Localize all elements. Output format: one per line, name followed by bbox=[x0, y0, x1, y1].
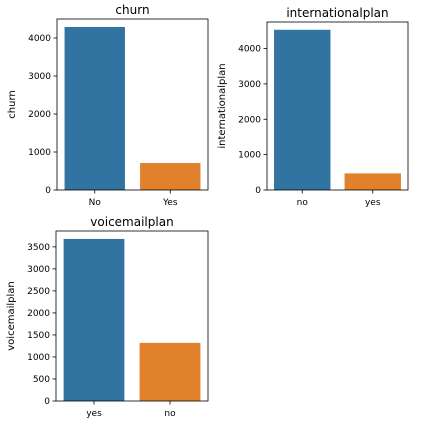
y-tick-label: 1000 bbox=[238, 151, 261, 161]
chart-panel-0: 0 1000 2000 3000 4000 No Yes churn churn bbox=[7, 3, 209, 208]
y-tick-label: 2000 bbox=[28, 110, 51, 120]
bar-yes bbox=[63, 238, 125, 401]
y-tick-label: 0 bbox=[45, 186, 51, 196]
x-tick-label: no bbox=[297, 198, 309, 208]
y-tick-label: 2500 bbox=[27, 287, 50, 297]
y-tick-label: 3000 bbox=[27, 265, 50, 275]
y-tick-label: 500 bbox=[33, 375, 50, 385]
axes-frame bbox=[56, 18, 209, 191]
chart-panel-2: 0 500 1000 1500 2000 2500 3000 3500 yes no voicema… bbox=[6, 215, 209, 419]
y-tick-label: 4000 bbox=[238, 45, 261, 55]
y-tick-label: 1000 bbox=[27, 353, 50, 363]
y-tick-label: 1500 bbox=[27, 331, 50, 341]
bar-no bbox=[274, 29, 331, 191]
y-axis-label: internationalplan bbox=[217, 63, 228, 148]
bar-No bbox=[64, 26, 125, 191]
bar-no bbox=[139, 342, 201, 401]
chart-title: internationalplan bbox=[286, 6, 388, 20]
chart-panel-1: 0 1000 2000 3000 4000 no yes internationalplan i… bbox=[217, 6, 409, 208]
x-tick-label: yes bbox=[86, 409, 102, 419]
chart-title: voicemailplan bbox=[90, 215, 173, 229]
axes-frame bbox=[266, 21, 409, 191]
bar-Yes bbox=[140, 163, 201, 190]
y-tick-label: 1000 bbox=[28, 148, 51, 158]
y-tick-label: 0 bbox=[255, 186, 261, 196]
y-axis-label: voicemailplan bbox=[6, 281, 17, 350]
y-axis-label: churn bbox=[7, 90, 18, 118]
y-tick-label: 0 bbox=[44, 397, 50, 407]
x-tick-label: No bbox=[89, 198, 102, 208]
y-tick-label: 3500 bbox=[27, 243, 50, 253]
x-tick-label: yes bbox=[365, 198, 381, 208]
y-tick-label: 4000 bbox=[28, 34, 51, 44]
bar-yes bbox=[344, 173, 401, 190]
x-tick-label: Yes bbox=[162, 198, 178, 208]
y-tick-label: 3000 bbox=[238, 80, 261, 90]
axes-frame bbox=[55, 230, 209, 402]
y-tick-label: 3000 bbox=[28, 72, 51, 82]
y-tick-label: 2000 bbox=[27, 309, 50, 319]
y-tick-label: 2000 bbox=[238, 115, 261, 125]
chart-title: churn bbox=[115, 3, 149, 17]
x-tick-label: no bbox=[164, 409, 176, 419]
